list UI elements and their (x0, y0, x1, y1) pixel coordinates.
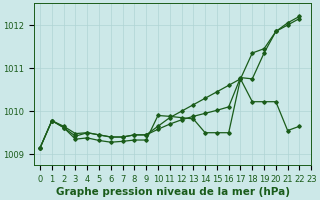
X-axis label: Graphe pression niveau de la mer (hPa): Graphe pression niveau de la mer (hPa) (56, 187, 290, 197)
